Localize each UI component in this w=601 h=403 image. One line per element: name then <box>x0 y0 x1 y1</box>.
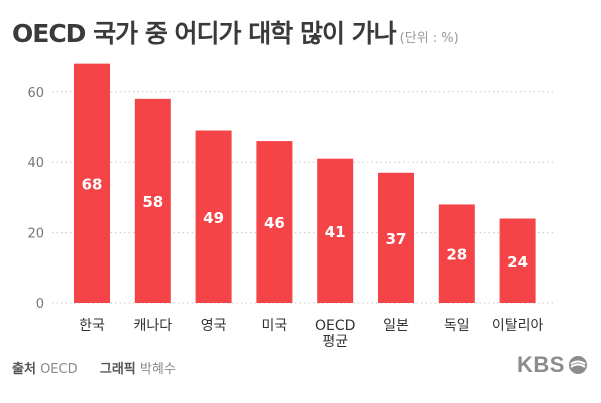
logo-text: KBS <box>517 352 565 377</box>
bar-value-label: 24 <box>507 253 528 271</box>
bar-value-label: 58 <box>142 193 163 211</box>
x-tick-label: 이탈리아 <box>492 318 544 334</box>
y-tick-label: 0 <box>36 297 44 312</box>
bar <box>134 98 171 303</box>
y-tick-label: 40 <box>27 156 44 171</box>
broadcaster-logo: KBS <box>517 351 588 379</box>
y-tick-label: 60 <box>27 86 44 101</box>
bar-value-label: 49 <box>203 209 224 227</box>
bar <box>378 172 414 303</box>
source-value: OECD <box>40 362 78 377</box>
x-tick-label: 미국 <box>262 318 288 334</box>
graphic-key: 그래픽 <box>99 362 136 377</box>
bar-value-label: 37 <box>386 230 407 248</box>
y-tick-label: 20 <box>27 227 44 242</box>
graphic-value: 박혜수 <box>139 362 176 377</box>
x-tick-label: 캐나다 <box>133 318 172 334</box>
bar-value-label: 46 <box>264 214 285 232</box>
kbs-swirl-icon <box>568 356 587 374</box>
x-tick-label: 평균 <box>322 334 348 350</box>
x-tick-label: 독일 <box>444 318 470 334</box>
x-tick-label: 영국 <box>201 318 227 334</box>
chart-title: OECD 국가 중 어디가 대학 많이 가나 (단위 : %) <box>12 14 459 50</box>
chart-title-text: OECD 국가 중 어디가 대학 많이 가나 <box>12 19 397 48</box>
x-tick-label: 일본 <box>383 318 409 334</box>
bar-value-label: 28 <box>446 246 467 264</box>
bar-value-label: 68 <box>82 175 103 193</box>
unit-label: (단위 : %) <box>399 31 459 46</box>
footer-credits: 출처 OECD 그래픽 박혜수 <box>12 358 176 377</box>
bar <box>74 63 110 303</box>
x-tick-label: 한국 <box>79 318 105 334</box>
source-key: 출처 <box>12 362 36 377</box>
bar <box>317 158 354 303</box>
x-tick-label: OECD <box>315 318 355 334</box>
bar <box>195 130 232 303</box>
bar <box>256 141 293 303</box>
bar <box>499 218 536 303</box>
bar <box>438 204 475 303</box>
bar-value-label: 41 <box>325 223 346 241</box>
